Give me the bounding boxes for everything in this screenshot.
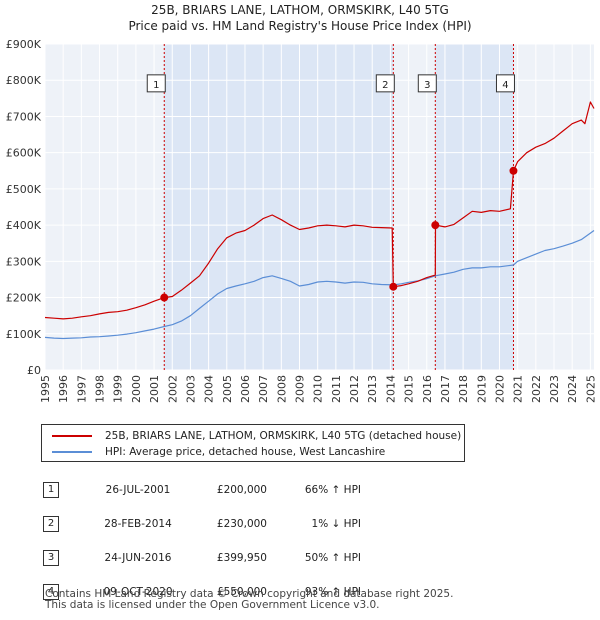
table-row: 3 24-JUN-2016 £399,950 50% ↑ HPI: [41, 541, 361, 575]
table-row: 1 26-JUL-2001 £200,000 66% ↑ HPI: [41, 473, 361, 507]
x-tick-label: 1996: [57, 375, 70, 403]
legend-item-property: 25B, BRIARS LANE, LATHOM, ORMSKIRK, L40 …: [52, 429, 461, 443]
x-tick-label: 2014: [384, 375, 397, 403]
sale-date: 28-FEB-2014: [104, 518, 172, 530]
price-chart: £0 £100K £200K £300K £400K £500K £600K £700K £80…: [6, 38, 598, 403]
sale-date: 24-JUN-2016: [104, 552, 172, 564]
legend-label-hpi: HPI: Average price, detached house, West…: [105, 446, 386, 458]
table-row: 4 09-OCT-2020 £550,000 93% ↑ HPI: [41, 575, 361, 609]
footer-copyright: Contains HM Land Registry data © Crown c…: [45, 588, 454, 600]
y-tick-label: £900K: [6, 38, 42, 51]
x-tick-label: 2023: [548, 375, 561, 403]
x-tick-label: 2022: [530, 375, 543, 403]
x-tick-label: 2021: [512, 375, 525, 403]
hpi-line: [44, 230, 595, 340]
legend-swatch-hpi: [52, 451, 92, 453]
y-tick-label: £600K: [6, 147, 42, 160]
footer-licence: This data is licensed under the Open Gov…: [45, 599, 380, 611]
x-tick-label: 2013: [366, 375, 379, 403]
chart-subtitle: Price paid vs. HM Land Registry's House …: [128, 19, 472, 33]
x-tick-label: 2011: [330, 375, 343, 403]
sale-point-2: [389, 282, 398, 291]
table-row: 2 28-FEB-2014 £230,000 1% ↓ HPI: [41, 507, 361, 541]
x-tick-label: 2019: [475, 375, 488, 403]
sale-marker-box-2: [375, 74, 395, 93]
sale-date: 09-OCT-2020: [103, 586, 173, 598]
legend-label-property: 25B, BRIARS LANE, LATHOM, ORMSKIRK, L40 …: [105, 430, 462, 442]
x-tick-label: 2001: [148, 375, 161, 403]
sale-hpi-change: 1% ↓ HPI: [311, 518, 361, 530]
sale-point-3: [431, 221, 440, 230]
sale-number: 4: [43, 584, 59, 600]
sale-marker-label-3: 3: [424, 80, 430, 91]
sales-table: 1 26-JUL-2001 £200,000 66% ↑ HPI 2 28-FE…: [41, 473, 361, 609]
sale-number: 3: [43, 550, 59, 566]
x-tick-label: 2008: [275, 375, 288, 403]
y-tick-label: £200K: [6, 292, 42, 305]
sale-hpi-change: 66% ↑ HPI: [304, 484, 361, 496]
sale-date: 26-JUL-2001: [105, 484, 171, 496]
x-tick-label: 2005: [221, 375, 234, 403]
y-tick-label: £300K: [6, 255, 42, 268]
x-tick-label: 2020: [493, 375, 506, 403]
x-tick-label: 2016: [421, 375, 434, 403]
sale-marker-box-1: [146, 74, 166, 93]
sale-price: £550,000: [216, 586, 267, 598]
sale-point-4: [509, 166, 518, 175]
x-tick-label: 1998: [94, 375, 107, 403]
sale-price: £399,950: [216, 552, 267, 564]
y-tick-label: £0: [27, 364, 41, 377]
x-tick-label: 2012: [348, 375, 361, 403]
sale-number: 1: [43, 482, 59, 498]
y-tick-label: £400K: [6, 219, 42, 232]
x-tick-label: 2018: [457, 375, 470, 403]
x-tick-label: 1997: [75, 375, 88, 403]
sale-marker-box-3: [417, 74, 437, 93]
sale-number: 2: [43, 516, 59, 532]
legend-swatch-property: [52, 435, 92, 437]
x-tick-label: 2009: [294, 375, 307, 403]
legend-item-hpi: HPI: Average price, detached house, West…: [52, 445, 385, 459]
sale-point-1: [160, 293, 169, 302]
x-tick-label: 2010: [312, 375, 325, 403]
x-tick-label: 1995: [39, 375, 52, 403]
chart-title: 25B, BRIARS LANE, LATHOM, ORMSKIRK, L40 …: [151, 3, 449, 17]
y-tick-label: £100K: [6, 328, 42, 341]
sale-marker-label-1: 1: [153, 80, 159, 91]
shaded-range-1: [164, 44, 394, 370]
x-tick-label: 1999: [112, 375, 125, 403]
footer: Contains HM Land Registry data © Crown c…: [45, 589, 453, 611]
sale-marker-label-4: 4: [502, 80, 508, 91]
x-tick-label: 2017: [439, 375, 452, 403]
sale-price: £200,000: [216, 484, 267, 496]
x-tick-label: 2003: [184, 375, 197, 403]
legend: 25B, BRIARS LANE, LATHOM, ORMSKIRK, L40 …: [41, 424, 465, 462]
x-tick-label: 2006: [239, 375, 252, 403]
x-tick-label: 2024: [566, 375, 579, 403]
sale-hpi-change: 50% ↑ HPI: [304, 552, 361, 564]
y-tick-label: £800K: [6, 74, 42, 87]
x-tick-label: 2002: [166, 375, 179, 403]
sale-price: £230,000: [216, 518, 267, 530]
y-tick-label: £500K: [6, 183, 42, 196]
x-tick-label: 2000: [130, 375, 143, 403]
y-tick-label: £700K: [6, 110, 42, 123]
sale-marker-label-2: 2: [382, 80, 388, 91]
x-tick-label: 2004: [203, 375, 216, 403]
sale-marker-box-4: [495, 74, 515, 93]
x-tick-label: 2025: [584, 375, 597, 403]
shaded-range-2: [435, 44, 514, 370]
x-tick-label: 2007: [257, 375, 270, 403]
sale-hpi-change: 93% ↑ HPI: [304, 586, 361, 598]
x-tick-label: 2015: [403, 375, 416, 403]
